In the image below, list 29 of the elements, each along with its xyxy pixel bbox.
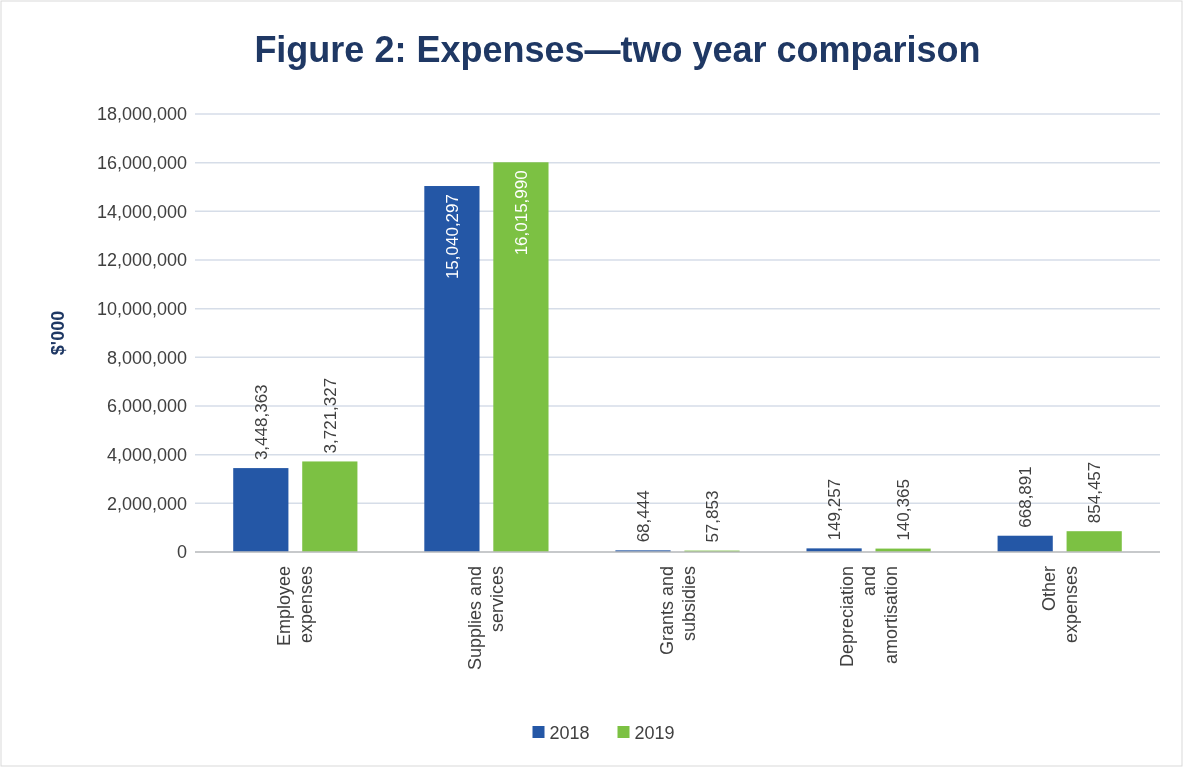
- y-tick-label: 12,000,000: [96, 250, 187, 271]
- x-tick-label: Other expenses: [1038, 566, 1081, 644]
- data-label: 3,721,327: [320, 377, 340, 454]
- x-tick-label: Grants and subsidies: [656, 566, 699, 656]
- y-tick-label: 8,000,000: [106, 347, 187, 368]
- x-tick-label: Depreciation and amortisation: [836, 566, 901, 668]
- x-tick-label: Supplies and services: [465, 566, 508, 671]
- data-label: 854,457: [1085, 461, 1105, 524]
- legend-label: 2018: [549, 723, 590, 744]
- y-tick-label: 2,000,000: [106, 493, 187, 514]
- y-tick-label: 0: [176, 542, 187, 563]
- y-axis-title: $'000: [48, 310, 68, 356]
- data-label: 16,015,990: [511, 170, 531, 256]
- y-tick-label: 14,000,000: [96, 201, 187, 222]
- data-label: 149,257: [825, 478, 845, 541]
- data-label: 15,040,297: [442, 194, 462, 280]
- data-label: 68,444: [634, 490, 653, 543]
- x-tick-label: Employee expenses: [274, 566, 317, 647]
- chart-title: Figure 2: Expenses—two year comparison: [254, 29, 981, 70]
- data-label: 3,448,363: [251, 384, 271, 461]
- y-tick-label: 16,000,000: [96, 152, 187, 173]
- data-label: 57,853: [703, 490, 722, 543]
- legend-label: 2019: [634, 723, 675, 744]
- y-tick-label: 18,000,000: [96, 104, 187, 125]
- data-label: 140,365: [894, 479, 914, 541]
- y-tick-label: 10,000,000: [96, 298, 187, 319]
- data-label: 668,891: [1016, 466, 1036, 528]
- y-tick-label: 4,000,000: [106, 444, 187, 465]
- y-tick-label: 6,000,000: [106, 396, 187, 417]
